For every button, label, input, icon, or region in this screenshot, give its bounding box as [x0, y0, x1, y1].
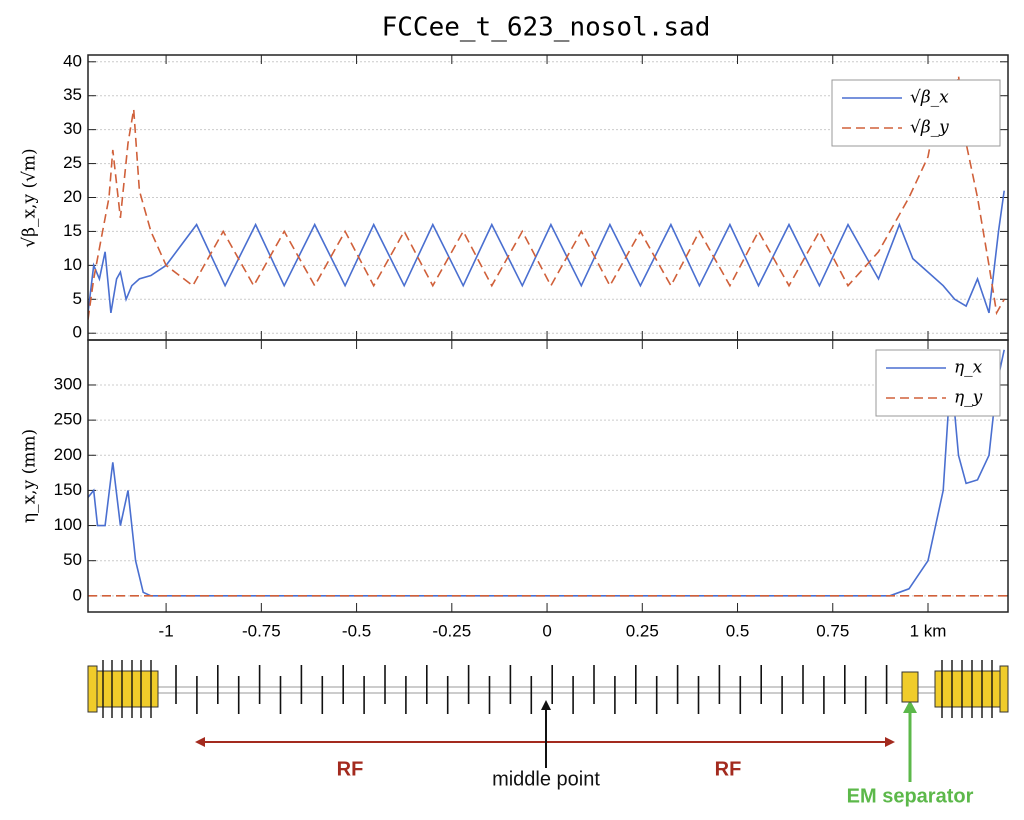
plot-frame [87, 339, 1009, 613]
legend-label: η_y [954, 388, 983, 408]
y-tick-label: 100 [54, 515, 82, 534]
em-arrow [903, 700, 917, 782]
annotation: RF [337, 758, 364, 780]
y-tick-label: 0 [73, 323, 82, 342]
x-tick-label: -0.5 [342, 621, 371, 640]
legend-box [875, 349, 1001, 417]
annotation: RF [715, 758, 742, 780]
x-tick-label: -0.75 [242, 621, 281, 640]
y-tick-label: 15 [63, 221, 82, 240]
x-tick-label: 0.25 [626, 621, 659, 640]
y-tick-label: 200 [54, 445, 82, 464]
series-line [88, 190, 1005, 314]
x-tick-label: 0.75 [816, 621, 849, 640]
y-tick-label: 250 [54, 410, 82, 429]
magnet [87, 665, 98, 713]
legend-label: η_x [954, 358, 983, 378]
magnet [96, 670, 159, 708]
y-tick-label: 30 [63, 119, 82, 138]
chart-title: FCCee_t_623_nosol.sad [382, 13, 711, 43]
y-tick-label: 20 [63, 187, 82, 206]
annotation: middle point [492, 768, 600, 790]
y-tick-label: 300 [54, 374, 82, 393]
magnet [934, 670, 1001, 708]
middle-arrow [541, 700, 551, 768]
lattice [87, 660, 1009, 718]
legend-box [831, 79, 1001, 147]
annotation: EM separator [847, 785, 974, 807]
legend-label: √β_x [910, 88, 949, 108]
y-tick-label: 10 [63, 255, 82, 274]
legend-label: √β_y [910, 118, 949, 138]
x-tick-label: 0 [542, 621, 551, 640]
y-tick-label: 0 [73, 585, 82, 604]
y-tick-label: 25 [63, 153, 82, 172]
x-tick-label: 0.5 [726, 621, 750, 640]
y-axis-label: √β_x,y (√m) [20, 148, 40, 247]
x-tick-label: 1 km [910, 621, 947, 640]
series-line [88, 349, 1005, 597]
y-axis-label: η_x,y (mm) [20, 429, 40, 523]
y-tick-label: 50 [63, 550, 82, 569]
magnet [999, 665, 1009, 713]
y-tick-label: 5 [73, 289, 82, 308]
y-tick-label: 35 [63, 85, 82, 104]
y-tick-label: 40 [63, 51, 82, 70]
y-tick-label: 150 [54, 480, 82, 499]
x-tick-label: -1 [159, 621, 174, 640]
magnet [901, 671, 919, 703]
x-tick-label: -0.25 [432, 621, 471, 640]
